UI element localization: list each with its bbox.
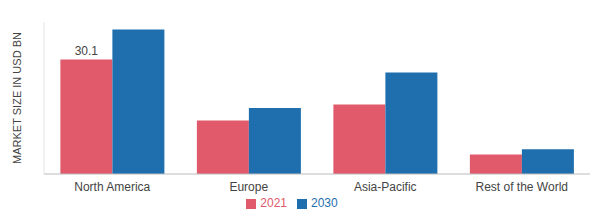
svg-text:Asia-Pacific: Asia-Pacific [354, 180, 417, 194]
svg-text:30.1: 30.1 [75, 44, 99, 58]
html-text:2030: 2030 [311, 196, 338, 210]
svg-text:Rest of the World: Rest of the World [476, 180, 568, 194]
svg-text:MARKET SIZE IN USD BN: MARKET SIZE IN USD BN [11, 32, 23, 164]
svg-text:Europe: Europe [229, 180, 268, 194]
html-text:2021: 2021 [260, 196, 287, 210]
svg-text:North America: North America [74, 180, 150, 194]
